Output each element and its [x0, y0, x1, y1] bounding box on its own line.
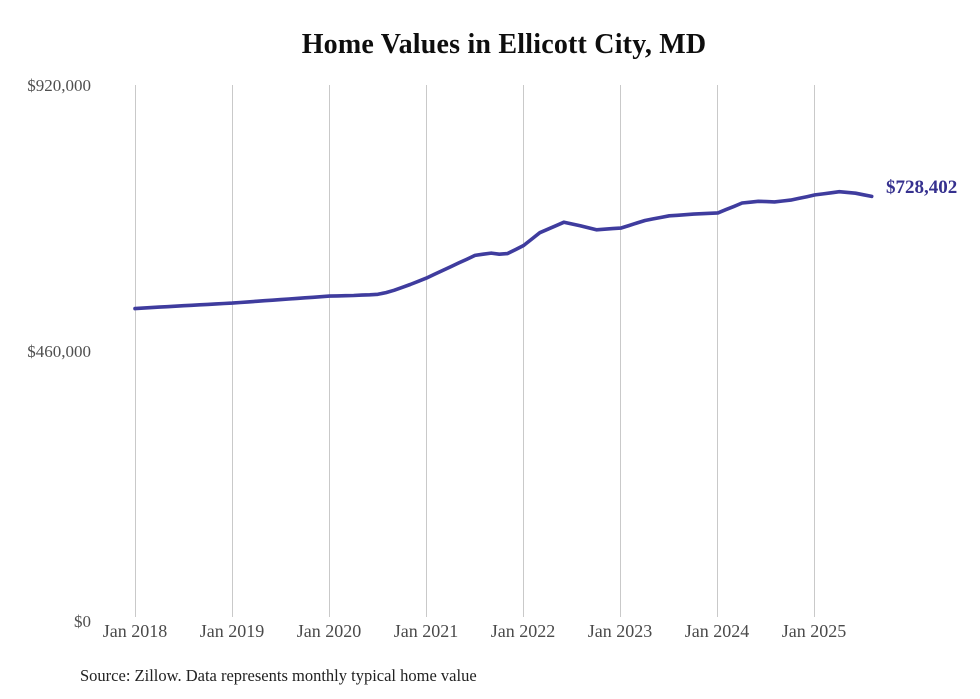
y-axis-tick-label-460000: $460,000 [27, 342, 91, 361]
x-axis-tick-label-2020: Jan 2020 [296, 621, 362, 641]
y-axis-tick-label-0: $0 [74, 612, 91, 631]
x-axis-tick-label-2023: Jan 2023 [587, 621, 653, 641]
x-axis-tick-label-2022: Jan 2022 [490, 621, 556, 641]
x-axis-tick-label-2019: Jan 2019 [199, 621, 265, 641]
latest-value-label: $728,402 [886, 177, 958, 198]
home-value-line-series [133, 189, 874, 311]
x-axis-tick-label-2025: Jan 2025 [781, 621, 847, 641]
chart-title: Home Values in Ellicott City, MD [301, 29, 707, 60]
year-gridlines [135, 85, 815, 617]
x-axis-tick-label-2021: Jan 2021 [393, 621, 459, 641]
source-note: Source: Zillow. Data represents monthly … [80, 666, 477, 685]
y-axis-tick-label-920000: $920,000 [27, 76, 91, 95]
x-axis-tick-label-2024: Jan 2024 [684, 621, 750, 641]
x-axis-tick-label-2018: Jan 2018 [102, 621, 168, 641]
